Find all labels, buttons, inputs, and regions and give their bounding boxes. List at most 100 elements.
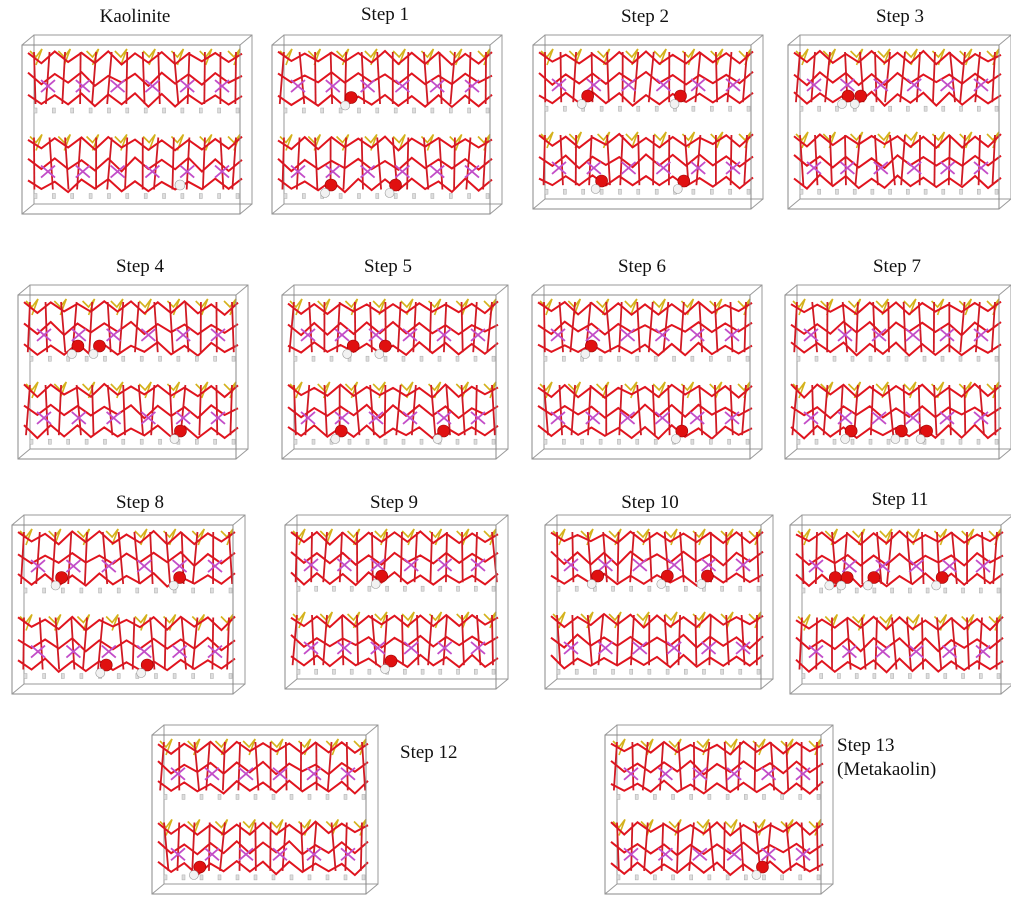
- o-bond: [630, 614, 635, 666]
- o-bond: [618, 301, 623, 353]
- structure-panel: [604, 724, 834, 895]
- o-bond: [906, 531, 913, 585]
- al-bonds: [808, 559, 824, 573]
- h-atom: [158, 438, 162, 445]
- si-bonds: [48, 614, 62, 631]
- si-bonds: [317, 298, 331, 316]
- h-atom: [419, 438, 424, 445]
- panel-note: (Metakaolin): [837, 759, 936, 780]
- o-bonds: [550, 530, 764, 545]
- o-bond: [947, 134, 951, 186]
- cell-edge: [750, 198, 764, 210]
- o-bond: [422, 51, 429, 105]
- o-bond: [465, 137, 472, 190]
- al-bonds: [65, 644, 81, 659]
- o-bond: [336, 301, 341, 353]
- structure-panel: [21, 34, 253, 215]
- o-bond: [841, 301, 849, 353]
- al-bonds: [336, 558, 352, 572]
- o-bonds: [550, 653, 764, 670]
- cell-edge: [271, 34, 285, 46]
- si-bonds: [227, 134, 241, 151]
- o-bonds: [537, 341, 753, 357]
- o-bond: [874, 51, 878, 103]
- h-atom: [455, 438, 460, 445]
- h-atom: [653, 874, 657, 881]
- o-bond: [921, 617, 924, 670]
- si-bonds: [904, 131, 918, 149]
- o-bond: [416, 614, 420, 666]
- si-bonds: [820, 298, 834, 316]
- o-bond: [861, 617, 867, 670]
- o-bond: [631, 741, 635, 791]
- cell-edge: [998, 34, 1011, 46]
- o-bonds: [550, 572, 764, 587]
- h-atom: [180, 193, 185, 199]
- cell-edge: [495, 448, 509, 460]
- h-atom: [689, 794, 693, 800]
- o-bond: [652, 134, 655, 186]
- cell-back: [801, 514, 1011, 685]
- o-bond: [118, 301, 125, 353]
- water-o: [389, 178, 402, 192]
- al-bonds: [735, 641, 751, 655]
- o-bond: [810, 51, 816, 103]
- cell-edge: [532, 198, 546, 210]
- si-bonds: [820, 381, 834, 399]
- h-atom: [98, 587, 102, 594]
- o-bond: [815, 617, 818, 670]
- structure-panel: [284, 514, 509, 690]
- si-bonds: [449, 48, 463, 66]
- water-o: [55, 571, 68, 584]
- o-bond: [933, 134, 936, 186]
- h-atom: [217, 193, 221, 199]
- si-bonds: [664, 528, 678, 546]
- h-atom: [253, 874, 258, 881]
- al-bonds: [272, 767, 288, 781]
- o-bond: [587, 384, 592, 436]
- al-bonds: [300, 328, 316, 342]
- o-bond: [636, 301, 641, 353]
- water-o: [93, 339, 106, 353]
- cell-edge: [749, 284, 763, 296]
- al-bonds: [334, 411, 350, 425]
- al-bonds: [803, 328, 819, 342]
- o-bonds: [27, 135, 243, 152]
- h-atom: [707, 874, 712, 881]
- water-h: [374, 349, 385, 359]
- o-bond: [974, 51, 981, 103]
- h-atom: [474, 668, 478, 675]
- h-atom: [213, 438, 217, 445]
- o-bond: [293, 384, 297, 436]
- o-bond: [978, 617, 983, 670]
- al-bonds: [175, 411, 191, 425]
- al-bonds: [550, 328, 566, 342]
- h-atom: [162, 193, 166, 199]
- o-bond: [51, 531, 57, 585]
- o-bond: [723, 822, 726, 871]
- h-atom: [191, 673, 195, 679]
- o-bond: [891, 617, 898, 670]
- water-o: [591, 569, 604, 583]
- si-bonds: [797, 614, 811, 631]
- si-bonds: [988, 528, 1002, 546]
- al-bonds: [106, 411, 122, 425]
- h-atom: [634, 794, 639, 800]
- o-bond: [676, 822, 680, 871]
- al-bonds: [975, 644, 991, 659]
- h-atom: [870, 105, 875, 112]
- cell-edge: [495, 284, 509, 296]
- structure-panel: [17, 284, 249, 460]
- water-h: [931, 580, 941, 591]
- h-atom: [314, 585, 318, 592]
- al-bonds: [873, 161, 889, 175]
- al-bonds: [101, 644, 117, 659]
- al-bonds: [36, 411, 52, 425]
- cell-edge: [1000, 516, 1011, 526]
- h-atom: [654, 188, 659, 195]
- o-bond: [281, 822, 287, 871]
- al-bonds: [701, 558, 717, 572]
- al-bonds: [623, 767, 639, 781]
- water-h: [586, 579, 597, 589]
- cell-back: [283, 34, 503, 205]
